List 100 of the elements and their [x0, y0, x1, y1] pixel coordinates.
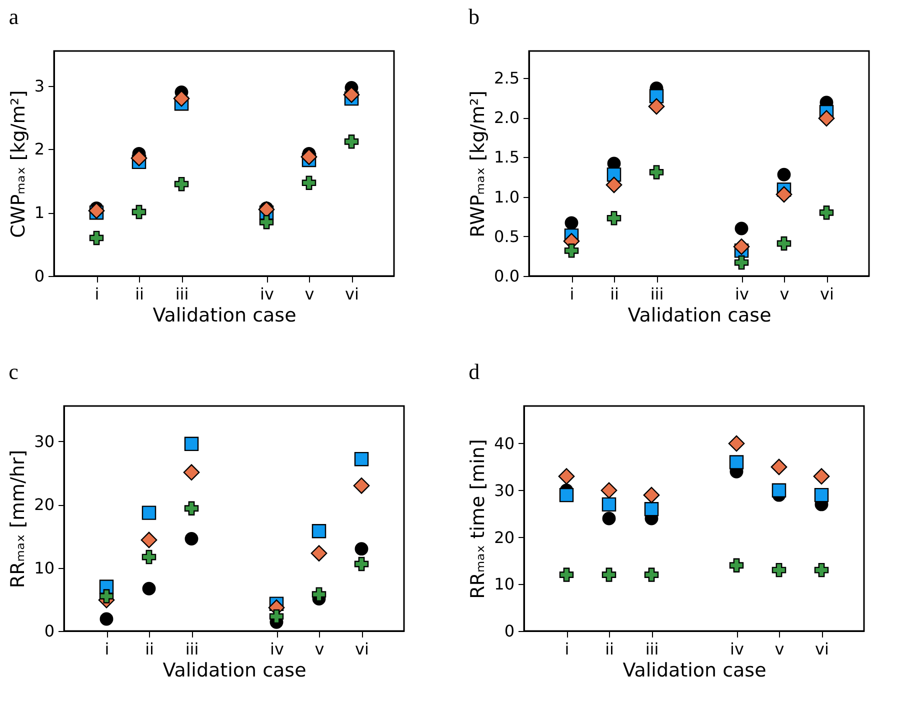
point [130, 150, 148, 166]
x-tick-label: i [104, 640, 110, 658]
x-tick-label: iii [650, 284, 664, 304]
x-tick-label: vi [820, 284, 834, 304]
point [814, 488, 829, 502]
point [353, 477, 370, 494]
chart-title: d [468, 359, 480, 384]
point [559, 568, 574, 582]
point [559, 488, 574, 502]
point [558, 468, 575, 484]
point [770, 458, 788, 476]
y-tick-label: 10 [494, 574, 514, 594]
point [602, 497, 616, 512]
point [183, 464, 200, 481]
point [269, 609, 284, 624]
y-tick-label: 3 [34, 76, 44, 96]
y-tick-label: 0 [34, 266, 44, 286]
x-tick-label: v [774, 640, 784, 658]
point [302, 176, 316, 190]
point [606, 211, 622, 226]
point [354, 452, 369, 466]
point [174, 176, 189, 192]
y-tick-label: 40 [494, 434, 514, 453]
y-tick-label: 20 [494, 528, 514, 547]
x-axis-title: Validation case [628, 304, 772, 326]
x-tick-label: v [780, 284, 790, 304]
x-tick-label: i [564, 640, 570, 658]
point [173, 90, 190, 107]
x-tick-label: iv [270, 640, 284, 658]
point [354, 542, 368, 556]
point [733, 238, 750, 255]
x-axis-title: Validation case [162, 660, 306, 682]
point [142, 506, 156, 520]
point [728, 435, 745, 452]
point [600, 482, 618, 499]
y-tick-label: 2 [34, 140, 44, 159]
point [132, 204, 146, 220]
x-tick-label: v [314, 640, 324, 658]
point [606, 176, 622, 194]
x-tick-label: i [570, 284, 574, 304]
point [184, 436, 199, 452]
chart-title: a [8, 4, 19, 29]
point [777, 168, 791, 182]
point [644, 502, 659, 516]
x-tick-label: vi [345, 284, 359, 304]
point [648, 98, 665, 115]
point [300, 148, 318, 166]
x-tick-label: vi [355, 640, 369, 658]
point [354, 556, 369, 572]
x-tick-label: i [94, 284, 100, 304]
x-tick-label: iv [260, 284, 274, 304]
y-tick-label: 20 [34, 495, 54, 514]
x-tick-label: ii [135, 284, 144, 304]
x-tick-label: iii [185, 640, 199, 658]
chart-title: b [468, 4, 480, 29]
point [312, 587, 326, 602]
y-tick-label: 2.5 [494, 68, 520, 88]
y-tick-label: 0 [44, 622, 54, 640]
x-tick-label: iii [175, 284, 189, 304]
point [776, 186, 792, 203]
point [312, 524, 326, 538]
point [649, 165, 664, 180]
y-tick-label: 1.0 [494, 187, 520, 206]
y-axis-title: RRₘₐₓ time [min] [467, 439, 490, 599]
point [344, 134, 359, 149]
x-tick-label: ii [605, 640, 614, 658]
point [602, 568, 616, 582]
point [259, 215, 274, 230]
y-tick-label: 1 [34, 203, 44, 222]
point [729, 558, 744, 572]
point [184, 532, 198, 546]
point [140, 532, 158, 548]
x-tick-label: v [304, 284, 314, 304]
point [142, 582, 156, 596]
x-tick-label: iv [735, 284, 749, 304]
point [100, 612, 114, 626]
point [142, 550, 156, 564]
y-tick-label: 30 [494, 480, 514, 500]
x-tick-label: vi [815, 640, 829, 658]
point [734, 255, 749, 270]
y-tick-label: 0.5 [494, 226, 520, 246]
point [310, 545, 328, 562]
x-tick-label: ii [610, 284, 619, 304]
point [813, 468, 830, 484]
point [602, 512, 616, 526]
point [776, 236, 792, 251]
x-tick-label: iv [730, 640, 744, 658]
y-tick-label: 1.5 [494, 148, 520, 167]
point [343, 86, 360, 103]
point [814, 562, 829, 578]
point [184, 501, 199, 516]
chart-title: c [8, 359, 19, 384]
y-tick-label: 0.0 [494, 266, 520, 286]
y-axis-title: CWPₘₐₓ [kg/m²] [7, 90, 30, 238]
point [99, 589, 114, 604]
x-axis-title: Validation case [622, 660, 766, 682]
point [818, 110, 835, 127]
y-tick-label: 2.0 [494, 108, 520, 128]
y-tick-label: 10 [34, 558, 54, 578]
point [772, 483, 786, 498]
